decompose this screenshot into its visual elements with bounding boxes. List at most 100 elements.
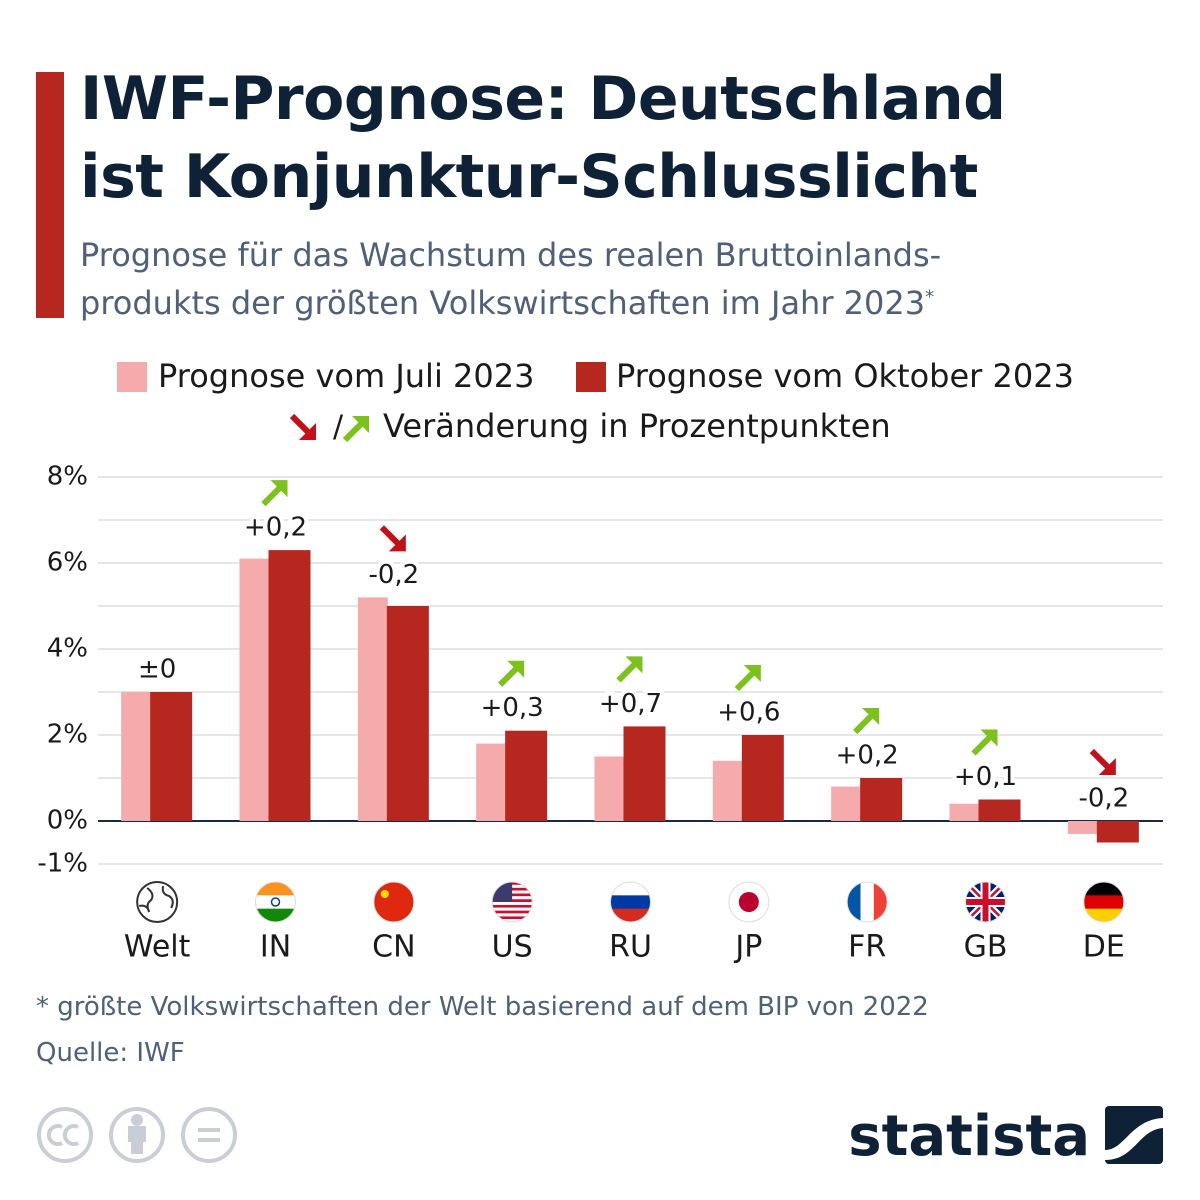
change-label: +0,3 (481, 693, 544, 723)
change-arrow (971, 729, 998, 756)
y-tick-label: 2% (47, 720, 88, 750)
flag-part (492, 916, 533, 920)
change-label: -0,2 (368, 560, 419, 590)
flag (728, 881, 770, 923)
y-tick-label: 6% (47, 548, 88, 578)
flag-part (492, 902, 533, 905)
flag-part (610, 882, 651, 896)
flag-body (1083, 882, 1124, 922)
x-tick-label: DE (1083, 930, 1125, 965)
arrow-head (862, 708, 880, 725)
flag-body (610, 882, 651, 922)
legend-label: Prognose vom Oktober 2023 (616, 357, 1074, 395)
brand-logo: statista (848, 1104, 1163, 1169)
flag-part (492, 913, 533, 917)
flag-part (270, 897, 281, 907)
x-tick-label: GB (964, 930, 1008, 965)
flag-outline (373, 881, 415, 923)
flag-part (492, 919, 533, 922)
flag-part (610, 908, 651, 922)
flag-part (255, 882, 296, 896)
change-label: ±0 (138, 655, 176, 685)
source: Quelle: IWF (36, 1038, 185, 1068)
y-tick-label: 4% (47, 634, 88, 664)
flag-part (1083, 882, 1124, 896)
subtitle-line: produkts der größten Volkswirtschaften i… (80, 284, 934, 322)
flag-part (860, 882, 875, 922)
legend-swatch (576, 362, 606, 392)
flag (965, 881, 1006, 923)
bar (150, 692, 193, 821)
flag-part (965, 899, 1006, 905)
flag (1083, 881, 1125, 923)
license-icons (37, 1107, 237, 1163)
flag (491, 881, 533, 923)
arrow-head (507, 660, 525, 678)
flag-part (610, 895, 651, 910)
flag-part (738, 892, 759, 912)
arrow-head (299, 423, 316, 440)
flag-part (1083, 908, 1124, 922)
arrow-head (743, 665, 761, 682)
bar (831, 786, 862, 821)
change-arrow (853, 708, 880, 735)
flag-body (965, 882, 1006, 922)
bar (712, 760, 743, 821)
arrow-head (388, 534, 406, 552)
change-arrow (498, 660, 525, 687)
change-arrow (289, 413, 316, 440)
flag-part (492, 910, 533, 914)
y-tick-label: -1% (37, 849, 88, 879)
bar (594, 756, 625, 821)
footnote: * größte Volkswirtschaften der Welt basi… (36, 992, 929, 1022)
legend-swatch (117, 362, 147, 392)
change-label: +0,2 (836, 741, 899, 771)
bar (949, 803, 980, 821)
flag-part (492, 904, 533, 908)
x-tick-label: JP (733, 930, 762, 965)
flag-part (847, 882, 861, 922)
flag-part (255, 908, 296, 922)
change-label: -0,2 (1078, 784, 1129, 814)
flag-body (492, 882, 533, 922)
bar (357, 597, 388, 821)
bar (239, 558, 270, 821)
bar (978, 799, 1021, 821)
globe-outline (136, 881, 179, 923)
title-line: ist Konjunktur-Schlusslicht (80, 142, 978, 212)
flag-outline (846, 881, 888, 923)
flag-part (492, 907, 533, 911)
bar (860, 778, 903, 821)
accent-bar (36, 72, 64, 318)
flag-outline (1083, 881, 1125, 923)
x-tick-label: CN (372, 930, 415, 965)
arrow-head (270, 480, 288, 498)
flag-outline (491, 881, 533, 923)
flag-body (728, 882, 769, 922)
flag (610, 881, 651, 923)
bar (623, 726, 666, 821)
change-arrow (379, 525, 406, 552)
flag-outline (610, 881, 651, 923)
change-arrow (342, 416, 369, 443)
change-arrow (734, 665, 761, 692)
bar (476, 743, 507, 821)
change-label: +0,1 (954, 762, 1017, 792)
flag-part (373, 882, 414, 922)
title-line: IWF-Prognose: Deutschland (80, 64, 1006, 134)
globe (138, 885, 174, 913)
y-tick-label: 8% (47, 462, 88, 492)
flag-body (255, 882, 296, 922)
subtitle-text: produkts der größten Volkswirtschaften i… (80, 284, 926, 322)
change-label: +0,7 (599, 689, 662, 719)
arrow-head (980, 729, 998, 747)
change-label: +0,2 (244, 513, 307, 543)
flag-body (847, 882, 888, 922)
flag-part (255, 895, 296, 910)
arrow-head (1098, 758, 1116, 775)
change-arrow (616, 656, 643, 683)
subtitle-line: Prognose für das Wachstum des realen Bru… (80, 236, 942, 274)
flag-part (380, 890, 389, 898)
flag (373, 881, 415, 923)
